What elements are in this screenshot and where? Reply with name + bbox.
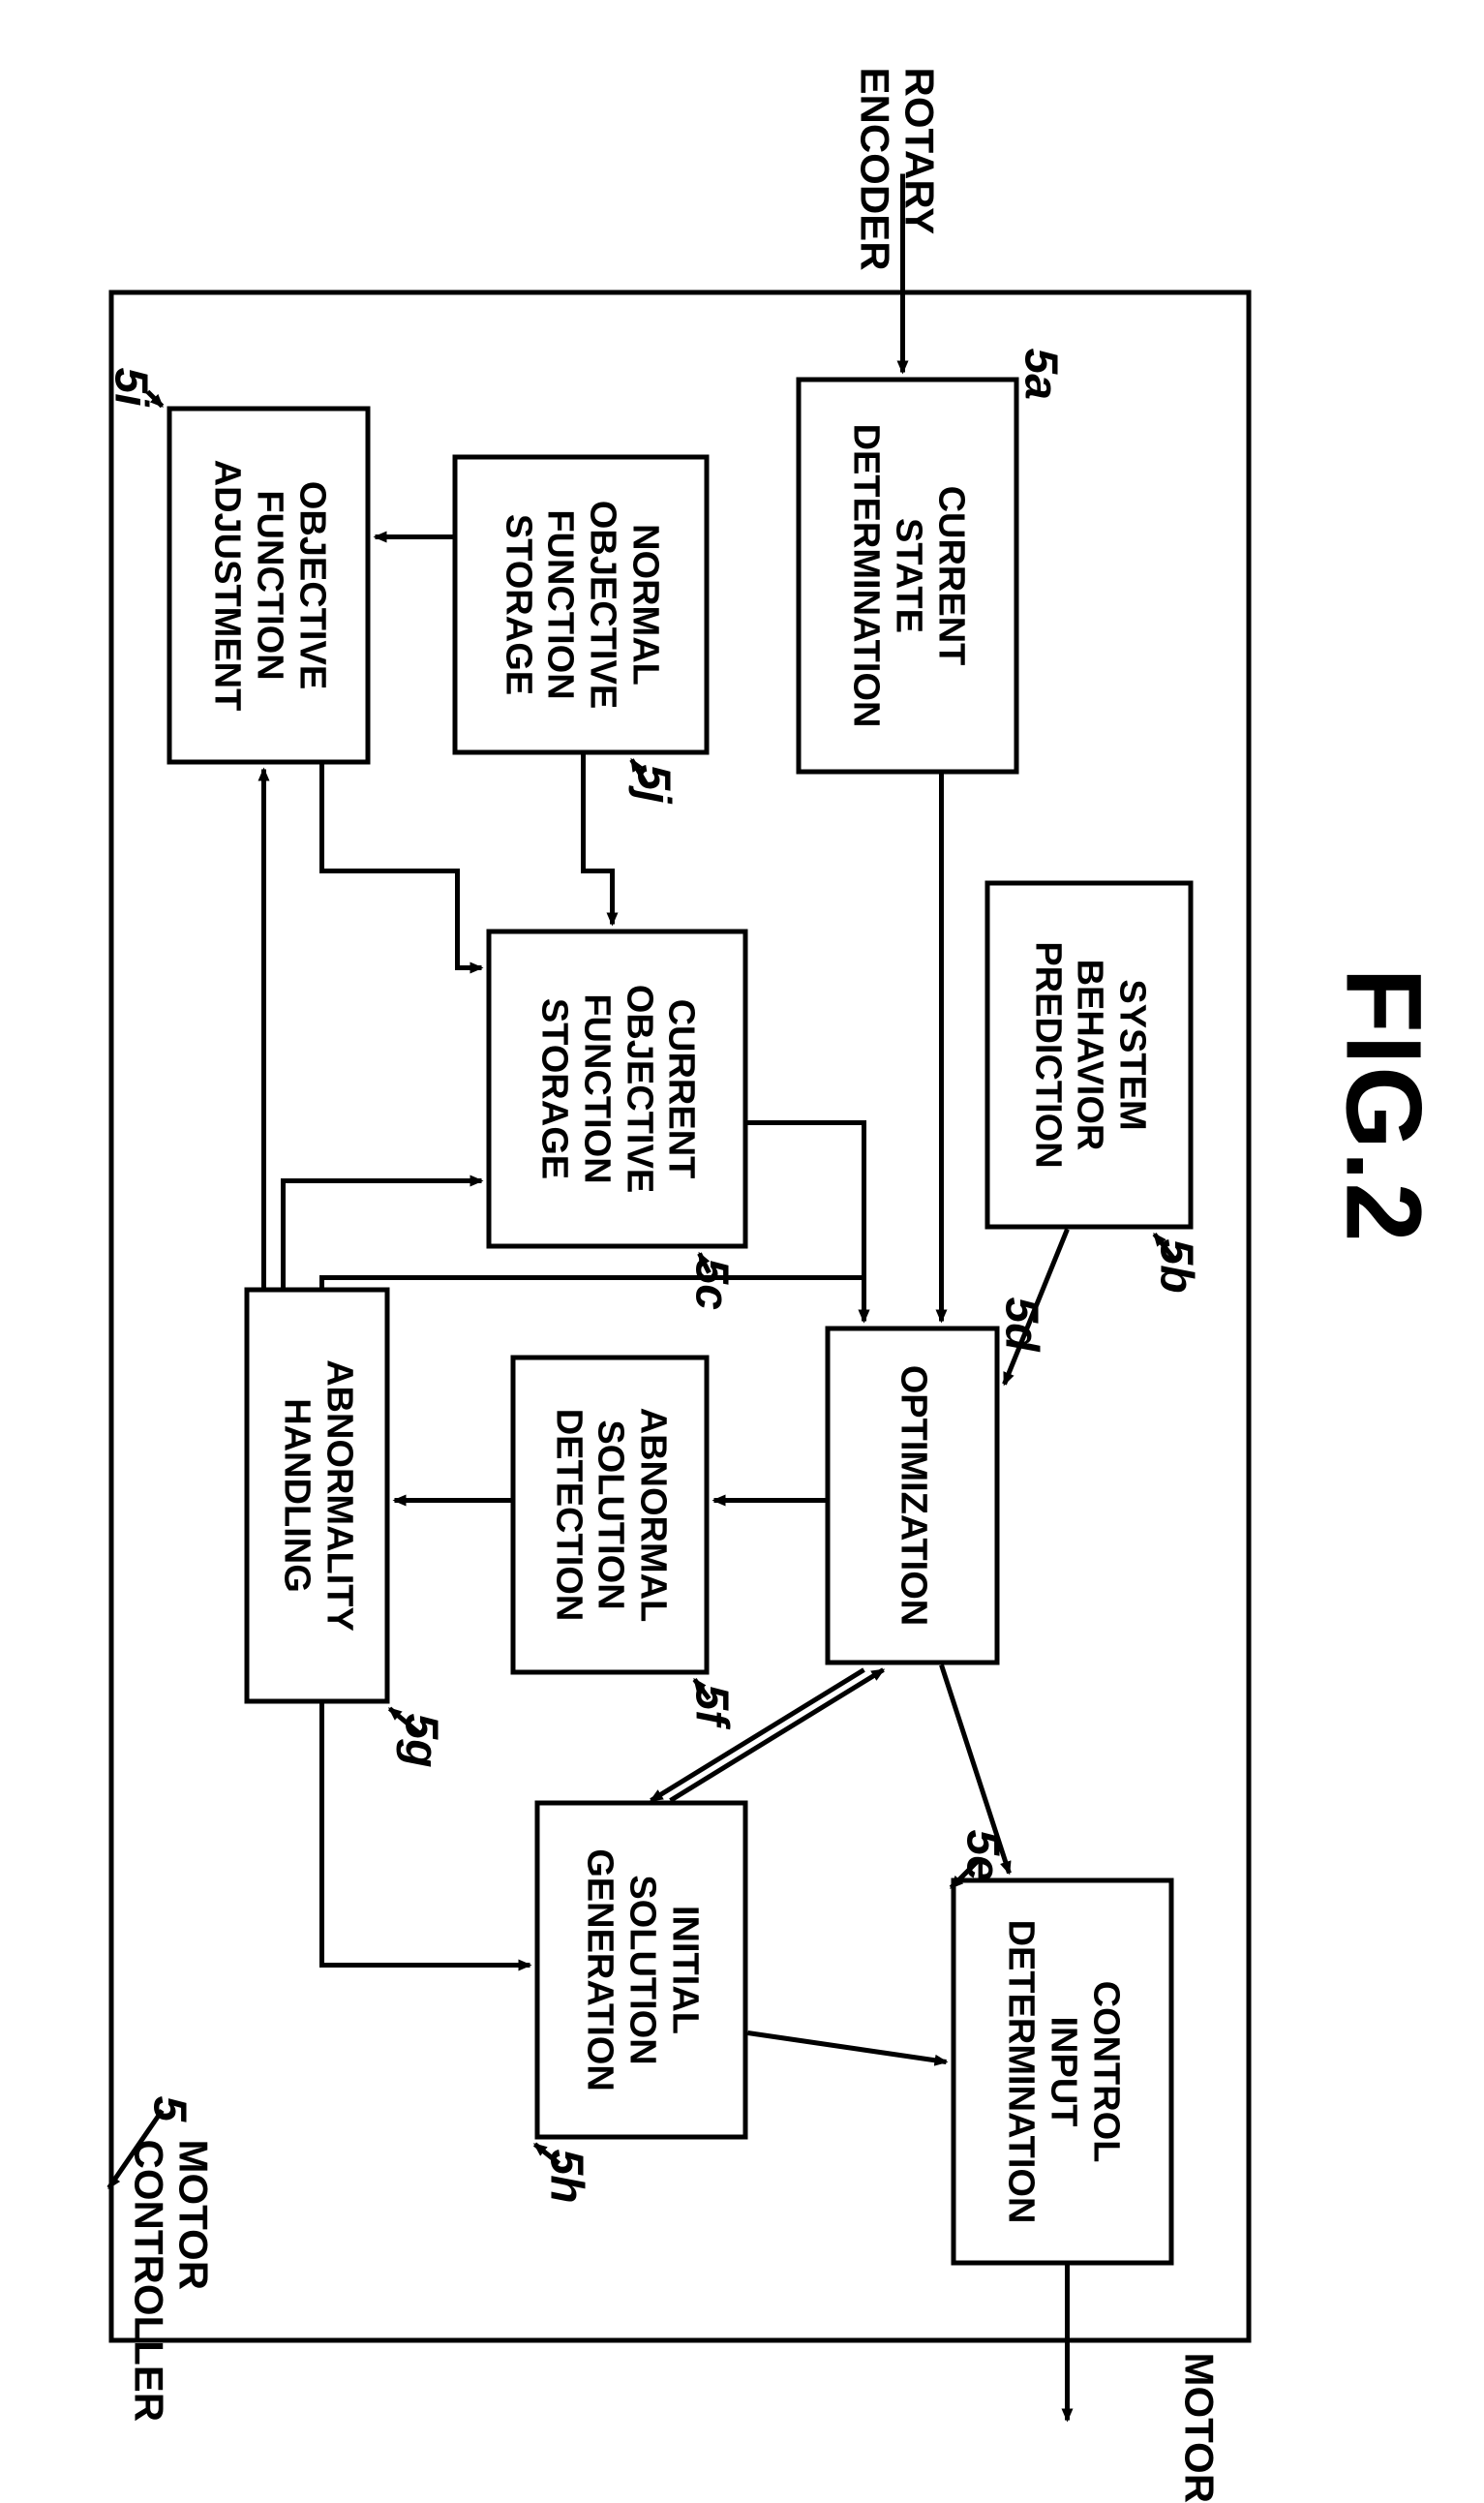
block-abnormality-handling: ABNORMALITYHANDLING xyxy=(245,1288,390,1704)
ref-5c: 5c xyxy=(685,1259,739,1310)
container-label: MOTOR CONTROLLER xyxy=(126,2140,215,2423)
block-control-input-determination: CONTROLINPUTDETERMINATION xyxy=(952,1878,1174,2266)
ref-5e: 5e xyxy=(956,1830,1010,1881)
ref-5a: 5a xyxy=(1015,349,1068,400)
ref-5j: 5j xyxy=(627,765,681,804)
block-system-behavior-prediction: SYSTEMBEHAVIORPREDICTION xyxy=(985,881,1194,1230)
ref-5f: 5f xyxy=(685,1685,739,1726)
block-c-label: CURRENTOBJECTIVEFUNCTIONSTORAGE xyxy=(532,985,702,1193)
ref-5h: 5h xyxy=(540,2150,593,2204)
container-ref: 5 xyxy=(143,2096,197,2122)
block-i-label: OBJECTIVEFUNCTIONADJUSTMENT xyxy=(205,460,332,712)
ref-5g: 5g xyxy=(395,1714,448,1768)
figure-title: FIG.2 xyxy=(1322,968,1445,1244)
block-objective-function-adjustment: OBJECTIVEFUNCTIONADJUSTMENT xyxy=(167,407,371,765)
container-label-l2: CONTROLLER xyxy=(126,2140,171,2423)
ref-5i: 5i xyxy=(105,368,158,407)
block-initial-solution-generation: INITIALSOLUTIONGENERATION xyxy=(535,1801,748,2140)
block-optimization: OPTIMIZATION xyxy=(826,1327,1000,1665)
block-normal-objective-function-storage: NORMALOBJECTIVEFUNCTIONSTORAGE xyxy=(453,455,710,755)
block-b-label: SYSTEMBEHAVIORPREDICTION xyxy=(1025,941,1152,1168)
block-f-label: ABNORMALSOLUTIONDETECTION xyxy=(546,1408,673,1623)
block-current-state-determination: CURRENTSTATEDETERMINATION xyxy=(797,378,1019,775)
diagram-stage: FIG.2 CURRENTSTATEDETERMINATION SYSTEMBE… xyxy=(0,0,1484,2474)
ref-5d: 5d xyxy=(995,1297,1048,1352)
block-a-label: CURRENTSTATEDETERMINATION xyxy=(844,424,971,728)
ref-5b: 5b xyxy=(1150,1239,1203,1294)
output-label: MOTOR xyxy=(1176,2353,1223,2503)
block-d-label: OPTIMIZATION xyxy=(892,1365,934,1627)
block-j-label: NORMALOBJECTIVEFUNCTIONSTORAGE xyxy=(497,501,666,709)
block-abnormal-solution-detection: ABNORMALSOLUTIONDETECTION xyxy=(511,1356,710,1675)
block-h-label: INITIALSOLUTIONGENERATION xyxy=(578,1848,705,2091)
input-label-text: ROTARYENCODER xyxy=(852,68,942,271)
container-ref-num: 5 xyxy=(144,2096,196,2122)
block-current-objective-function-storage: CURRENTOBJECTIVEFUNCTIONSTORAGE xyxy=(487,930,748,1249)
block-e-label: CONTROLINPUTDETERMINATION xyxy=(999,1920,1126,2224)
block-g-label: ABNORMALITYHANDLING xyxy=(275,1359,359,1632)
input-label: ROTARYENCODER xyxy=(852,68,941,271)
container-label-l1: MOTOR xyxy=(171,2140,217,2291)
